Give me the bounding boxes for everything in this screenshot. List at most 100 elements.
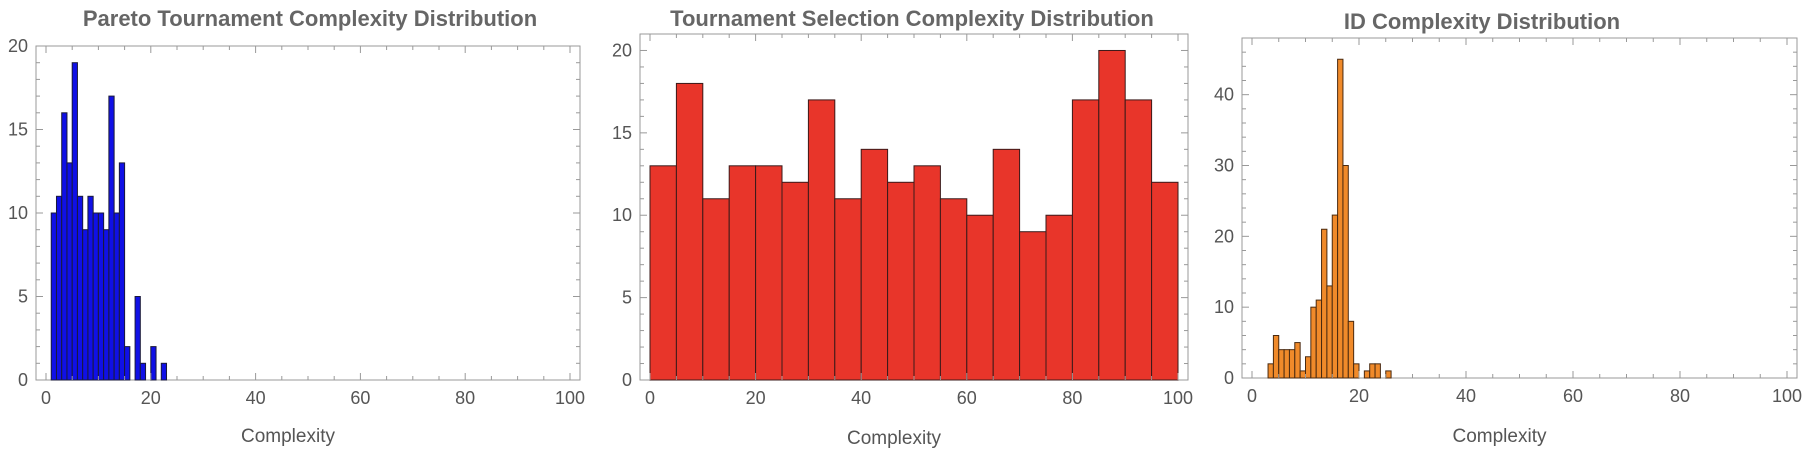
x-tick-label: 0 — [645, 388, 655, 408]
x-tick-label: 80 — [455, 388, 475, 408]
histogram-bar — [1347, 320, 1355, 379]
y-tick-label: 0 — [622, 370, 632, 390]
histogram-bar — [649, 165, 677, 381]
y-tick-label: 10 — [612, 205, 632, 225]
x-axis-label: Complexity — [241, 426, 335, 447]
x-tick-label: 0 — [1247, 386, 1257, 406]
x-tick-label: 80 — [1670, 386, 1690, 406]
histogram-bar — [1151, 181, 1179, 381]
y-tick-label: 30 — [1214, 156, 1234, 176]
histogram-bar — [92, 212, 99, 381]
histogram-bar — [87, 195, 94, 381]
histogram-bar — [97, 212, 105, 381]
histogram-bar — [71, 62, 78, 381]
histogram-bar — [1288, 349, 1296, 379]
histogram-bar — [1294, 342, 1301, 379]
histogram-bar — [134, 296, 141, 381]
x-tick-label: 100 — [1772, 386, 1802, 406]
y-tick-label: 15 — [8, 120, 28, 140]
x-tick-label: 60 — [957, 388, 977, 408]
x-tick-label: 40 — [246, 388, 266, 408]
chart-1: 0 20 40 60 80 100 0 5 10 15 20 Pareto Tournament Co… — [8, 6, 585, 447]
histogram-bar — [1331, 214, 1339, 379]
histogram-bar — [103, 229, 110, 381]
histogram-bar — [1385, 370, 1392, 379]
histogram-bar — [139, 362, 147, 381]
histogram-bar — [1019, 231, 1047, 381]
histogram-bar — [675, 82, 704, 381]
histogram-bar — [1374, 363, 1381, 379]
histogram-bar — [1283, 349, 1290, 379]
histogram-bar — [1310, 306, 1317, 379]
x-tick-label: 60 — [1563, 386, 1583, 406]
x-tick-label: 40 — [1456, 386, 1476, 406]
histogram-bar — [50, 212, 57, 381]
histogram-bar — [1267, 363, 1274, 379]
x-tick-label: 0 — [41, 388, 51, 408]
y-tick-label: 20 — [8, 36, 28, 56]
chart-title: Pareto Tournament Complexity Distributio… — [83, 6, 537, 31]
histogram-bar — [160, 362, 168, 381]
histogram-bar — [1124, 99, 1153, 381]
histogram-bar — [1353, 363, 1360, 379]
histogram-bar — [1326, 285, 1333, 379]
histogram-bar — [1342, 165, 1349, 379]
histogram-bar — [1315, 299, 1323, 379]
histogram-bar — [1321, 228, 1328, 379]
x-axis-label: Complexity — [847, 428, 941, 449]
x-tick-label: 20 — [746, 388, 766, 408]
histogram-bar — [1278, 349, 1285, 379]
x-tick-label: 100 — [555, 388, 585, 408]
histogram-bar — [118, 162, 126, 381]
y-tick-label: 40 — [1214, 85, 1234, 105]
y-tick-label: 15 — [612, 123, 632, 143]
histogram-bar — [150, 346, 157, 381]
chart-title: Tournament Selection Complexity Distribu… — [670, 6, 1154, 31]
y-tick-label: 20 — [612, 40, 632, 60]
x-tick-label: 40 — [851, 388, 871, 408]
histogram-bar — [860, 148, 889, 381]
histogram-bar — [887, 181, 915, 381]
histogram-bar — [702, 198, 730, 381]
y-tick-label: 5 — [18, 287, 28, 307]
y-tick-label: 10 — [1214, 297, 1234, 317]
histogram-bar — [992, 148, 1021, 381]
histogram-bar — [82, 229, 89, 381]
histogram-bar — [807, 99, 836, 381]
histogram-bar — [1071, 99, 1100, 381]
histogram-bar — [913, 165, 941, 381]
y-tick-label: 20 — [1214, 226, 1234, 246]
histogram-bar — [755, 165, 783, 381]
x-axis-label: Complexity — [1453, 426, 1547, 447]
histogram-bar — [1272, 335, 1280, 379]
y-tick-label: 10 — [8, 203, 28, 223]
histogram-bar — [1098, 49, 1126, 381]
chart-3: 0 20 40 60 80 100 0 10 20 30 40 ID Complexity Distr… — [1214, 9, 1802, 447]
chart-title: ID Complexity Distribution — [1344, 9, 1620, 34]
histogram-bar — [1369, 363, 1376, 379]
histogram-bar — [834, 198, 862, 381]
histogram-bar — [966, 214, 994, 381]
histogram-bar — [1305, 356, 1312, 379]
x-tick-label: 60 — [350, 388, 370, 408]
histogram-bar — [124, 346, 131, 381]
histogram-bar — [781, 181, 809, 381]
x-tick-label: 100 — [1163, 388, 1193, 408]
histogram-bar — [113, 212, 120, 381]
histogram-bar — [55, 195, 63, 381]
y-tick-label: 5 — [622, 288, 632, 308]
histogram-bar — [1299, 370, 1307, 379]
histogram-bar — [108, 95, 115, 381]
x-tick-label: 20 — [141, 388, 161, 408]
y-tick-label: 0 — [1224, 368, 1234, 388]
x-tick-label: 80 — [1062, 388, 1082, 408]
x-tick-label: 20 — [1349, 386, 1369, 406]
y-tick-label: 0 — [18, 370, 28, 390]
histogram-bar — [1337, 58, 1344, 379]
histogram-bar — [66, 162, 73, 381]
histogram-bar — [1363, 370, 1371, 379]
histogram-bar — [939, 198, 968, 381]
histogram-bar — [61, 112, 68, 381]
